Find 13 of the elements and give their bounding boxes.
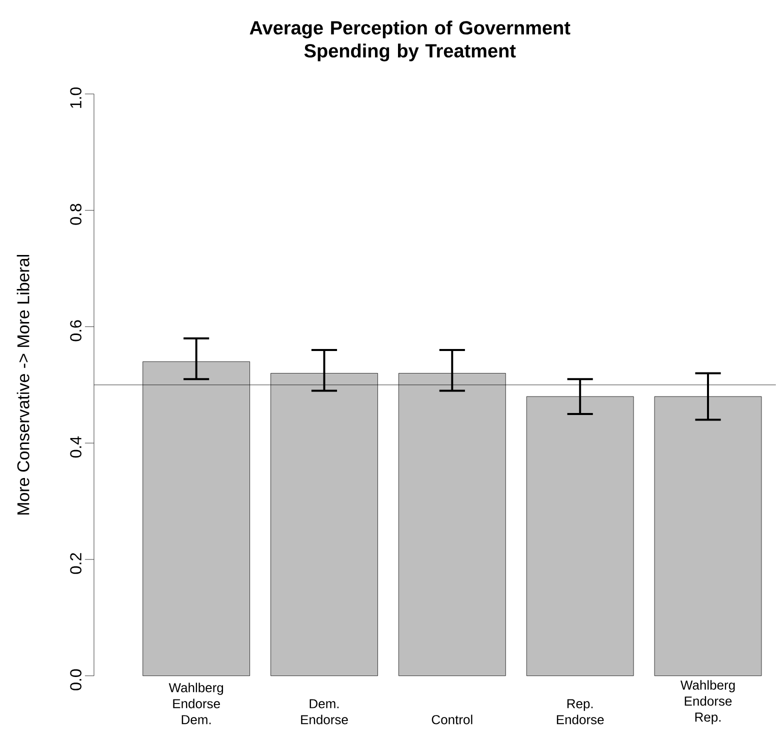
y-tick-label: 0.4: [70, 436, 82, 458]
y-tick-label: 1.0: [70, 88, 82, 108]
y-tick-label: 0.6: [70, 320, 82, 342]
x-tick-label: Dem. Endorse: [301, 699, 348, 724]
y-tick-label: 0.2: [70, 553, 82, 574]
chart-title: Average Perception of Government Spending by Treatment: [250, 20, 570, 62]
x-tick-label: Wahlberg Endorse Rep.: [680, 680, 735, 724]
y-axis-title: More Conservative -> More Liberal: [16, 255, 30, 515]
x-tick-label: Control: [432, 714, 472, 724]
x-tick-label: Rep. Endorse: [556, 699, 604, 724]
y-tick-label: 0.8: [70, 204, 82, 225]
y-tick-label: 0.0: [70, 669, 82, 690]
x-tick-label: Wahlberg Endorse Dem.: [168, 682, 224, 724]
